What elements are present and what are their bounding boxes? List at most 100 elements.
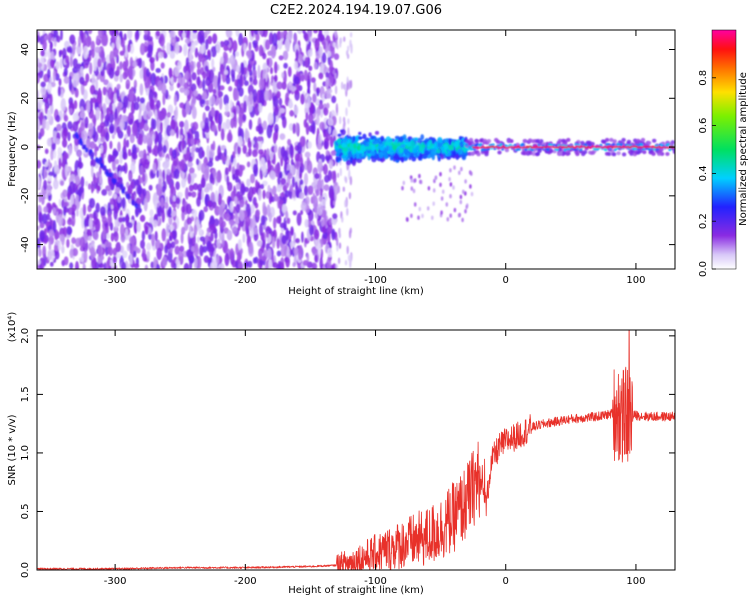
- spectrogram-cell: [252, 149, 258, 158]
- spectrogram-cell: [126, 125, 131, 137]
- spectrogram-cell: [174, 65, 180, 77]
- spectrogram-cell: [256, 136, 263, 142]
- spectrogram-cell: [242, 145, 247, 154]
- spectrogram-cell: [299, 179, 304, 186]
- spectrogram-cell: [476, 152, 481, 157]
- spectrogram-cell: [106, 107, 110, 117]
- spectrogram-cell: [158, 168, 162, 178]
- spectrogram-cell: [53, 130, 57, 138]
- spectrogram-cell: [642, 150, 647, 155]
- spectrogram-cell: [79, 76, 85, 85]
- spectrogram-cell: [590, 141, 595, 146]
- spectrogram-cell: [308, 224, 314, 236]
- spectrogram-cell: [288, 101, 294, 109]
- spectrogram-cell: [274, 123, 279, 133]
- spectrogram-cell: [352, 159, 356, 167]
- spectrogram-cell: [402, 180, 406, 186]
- spectrogram-cell: [320, 34, 325, 41]
- spectrogram-cell: [566, 137, 571, 142]
- spectrogram-cell: [101, 216, 108, 224]
- spectrogram-cell: [295, 161, 300, 167]
- spectrogram-cell: [138, 150, 145, 158]
- spectrogram-cell: [171, 201, 177, 208]
- spectrogram-cell: [180, 232, 184, 244]
- spectrogram-cell: [170, 210, 177, 217]
- spectrogram-cell: [561, 138, 566, 143]
- spectrogram-cell: [219, 263, 225, 269]
- spectrogram-cell: [321, 93, 326, 102]
- spectrogram-cell: [264, 39, 271, 50]
- spectrogram-cell: [89, 141, 96, 150]
- spectrogram-cell: [76, 44, 82, 55]
- spectrogram-cell: [85, 180, 89, 187]
- spectrogram-cell: [304, 33, 309, 42]
- spectrogram-cell: [352, 135, 356, 142]
- spectrogram-cell: [368, 132, 372, 137]
- spectrogram-cell: [184, 119, 189, 133]
- spectrogram-cell: [223, 44, 229, 51]
- spectrogram-cell: [527, 146, 530, 149]
- spectrogram-cell: [449, 182, 453, 187]
- spectrogram-cell: [108, 172, 112, 178]
- spectrogram-cell: [119, 61, 123, 70]
- spectrogram-cell: [226, 229, 233, 241]
- spectrogram-cell: [113, 231, 119, 243]
- spectrogram-cell: [320, 205, 326, 211]
- spectrogram-cell: [81, 215, 85, 229]
- spectrogram-cell: [126, 43, 131, 53]
- spectrogram-cell: [252, 89, 258, 103]
- spectrogram-cell: [621, 152, 627, 157]
- spectrogram-cell: [349, 176, 353, 186]
- spectrogram-cell: [216, 238, 221, 249]
- spectrogram-cell: [214, 190, 219, 203]
- spectrogram-cell: [170, 241, 176, 249]
- spectrogram-cell: [224, 103, 230, 113]
- spectrogram-cell: [349, 32, 353, 38]
- spectrogram-cell: [403, 148, 408, 154]
- spectrogram-cell: [139, 165, 144, 175]
- spectrogram-cell: [265, 231, 269, 238]
- spectrogram-y-tick-label: -40: [20, 236, 31, 252]
- spectrogram-cell: [208, 149, 215, 158]
- spectrogram-cell: [339, 37, 342, 48]
- spectrogram-cell: [459, 194, 463, 200]
- spectrogram-cell: [295, 122, 299, 135]
- spectrogram-cell: [129, 236, 136, 245]
- spectrogram-cell: [105, 185, 111, 192]
- spectrogram-cell: [212, 88, 217, 95]
- spectrogram-cell: [307, 78, 311, 91]
- spectrogram-cell: [267, 112, 274, 125]
- spectrogram-cell: [49, 59, 55, 68]
- spectrogram-cell: [238, 32, 244, 46]
- spectrogram-cell: [341, 216, 344, 223]
- spectrogram-cell: [116, 83, 121, 90]
- spectrogram-cell: [298, 173, 302, 180]
- spectrogram-cell: [50, 149, 54, 161]
- spectrogram-cell: [289, 249, 293, 256]
- spectrogram-cell: [257, 188, 262, 201]
- spectrogram-cell: [276, 81, 283, 90]
- spectrogram-cell: [117, 196, 121, 204]
- spectrogram-cell: [410, 178, 414, 183]
- spectrogram-cell: [389, 156, 394, 161]
- spectrogram-cell: [250, 30, 254, 37]
- spectrogram-cell: [461, 154, 467, 161]
- spectrogram-cell: [112, 247, 118, 256]
- spectrogram-cell: [211, 58, 215, 69]
- spectrogram-cell: [161, 256, 167, 267]
- spectrogram-cell: [157, 131, 163, 145]
- spectrogram-cell: [114, 108, 118, 120]
- spectrogram-cell: [607, 143, 611, 147]
- spectrogram-cell: [193, 257, 198, 269]
- spectrogram-cell: [147, 110, 153, 117]
- spectrogram-cell: [48, 171, 54, 177]
- snr-panel: -300 -200 -100 0 100 0.0 0.5 1.0 1.5 2.0 Height o…: [7, 312, 676, 596]
- snr-axes: -300 -200 -100 0 100 0.0 0.5 1.0 1.5 2.0: [20, 328, 675, 587]
- colorbar-label: Normalized spectral amplitude: [738, 72, 749, 226]
- spectrogram-cell: [355, 152, 360, 159]
- spectrogram-cell: [174, 239, 179, 245]
- spectrogram-cell: [209, 215, 215, 228]
- spectrogram-cell: [482, 138, 488, 143]
- spectrogram-cell: [303, 172, 309, 186]
